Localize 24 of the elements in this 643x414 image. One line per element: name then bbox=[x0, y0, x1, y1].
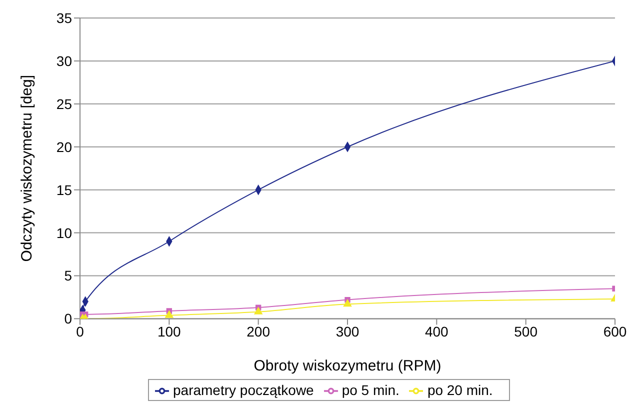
x-tick-label: 200 bbox=[246, 324, 270, 340]
y-axis-title: Odczyty wiskozymetru [deg] bbox=[18, 74, 36, 262]
point bbox=[343, 299, 352, 307]
y-tick-label: 10 bbox=[56, 224, 72, 241]
y-tick-label: 30 bbox=[56, 52, 72, 69]
y-tick-label: 25 bbox=[56, 96, 72, 112]
x-tick-label: 600 bbox=[603, 324, 627, 340]
point bbox=[165, 310, 174, 318]
point bbox=[344, 142, 351, 152]
y-tick-label: 15 bbox=[56, 182, 72, 198]
point bbox=[254, 307, 262, 314]
x-tick-label: 400 bbox=[424, 324, 449, 340]
x-tick-label: 300 bbox=[336, 324, 360, 340]
x-tick-label: 500 bbox=[514, 324, 538, 340]
x-axis-title: Obroty wiskozymetru (RPM) bbox=[254, 358, 442, 375]
legend-label: po 20 min. bbox=[427, 382, 493, 398]
legend-label: parametry początkowe bbox=[173, 382, 314, 398]
legend-label: po 5 min. bbox=[342, 382, 400, 398]
y-tick-label: 5 bbox=[64, 268, 72, 284]
x-tick-label: 0 bbox=[76, 324, 84, 340]
y-tick-label: 20 bbox=[56, 138, 72, 155]
x-tick-label: 100 bbox=[157, 324, 182, 340]
y-tick-label: 35 bbox=[56, 10, 72, 26]
y-tick-label: 0 bbox=[64, 310, 72, 327]
